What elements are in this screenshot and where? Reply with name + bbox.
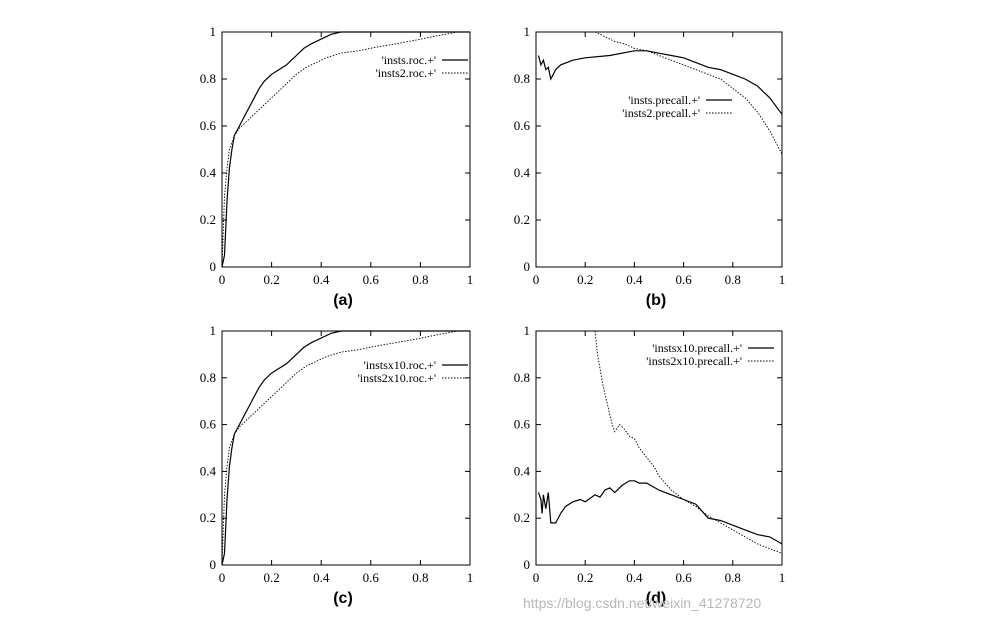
y-tick-label: 0.6 [514,417,531,432]
x-tick-label: 0.2 [263,570,279,585]
y-tick-label: 0.8 [514,71,530,86]
panel-c: 0 0.2 0.4 0.6 0.8 1 0 0.2 0.4 0.6 0.8 1 'instsx10.ro… [200,323,474,607]
y-tick-label: 0.2 [514,212,530,227]
legend-label-2: 'insts2.precall.+' [622,106,700,120]
x-tick-label: 0.2 [263,272,279,287]
series-line-2 [594,330,783,554]
panel-d: 0 0.2 0.4 0.6 0.8 1 0 0.2 0.4 0.6 0.8 1 'instsx10.pr… [514,323,786,607]
series-line-2 [594,31,783,155]
legend-label-2: 'insts2x10.roc.+' [358,371,436,385]
x-tick-label: 0.8 [725,272,741,287]
series-line-2 [221,330,470,566]
y-tick-label: 0 [524,557,531,572]
panel-caption: (a) [333,292,353,309]
x-tick-label: 0.8 [725,570,741,585]
x-tick-label: 0.4 [626,272,643,287]
legend-label-2: 'insts2x10.precall.+' [646,354,742,368]
y-tick-label: 0 [524,259,531,274]
x-tick-label: 0.8 [412,570,428,585]
panel-caption: (c) [333,590,353,607]
x-tick-label: 0.4 [313,272,330,287]
x-tick-label: 0.6 [363,272,380,287]
y-tick-label: 0.4 [514,463,531,478]
y-tick-label: 0.2 [514,510,530,525]
panel-b: 0 0.2 0.4 0.6 0.8 1 0 0.2 0.4 0.6 0.8 1 'insts.preca… [514,24,786,309]
plot-frame [535,330,783,566]
panel-a: 0 0.2 0.4 0.6 0.8 1 0 0.2 0.4 0.6 0.8 1 'insts.roc.+… [200,24,474,309]
legend-label-1: 'instsx10.roc.+' [364,358,436,372]
x-tick-label: 0 [533,570,540,585]
legend-label-1: 'instsx10.precall.+' [652,341,742,355]
y-tick-label: 0 [210,557,217,572]
x-tick-label: 1 [467,570,474,585]
x-tick-label: 0.8 [412,272,428,287]
x-tick-label: 1 [779,272,786,287]
y-tick-label: 0 [210,259,217,274]
x-tick-label: 0.2 [577,272,593,287]
y-tick-label: 0.4 [200,165,217,180]
y-tick-label: 0.4 [200,463,217,478]
x-tick-label: 0.4 [626,570,643,585]
y-tick-label: 0.8 [200,370,216,385]
panel-caption: (b) [646,292,666,309]
x-tick-label: 0.2 [577,570,593,585]
y-tick-label: 0.6 [514,118,531,133]
y-tick-label: 0.6 [200,417,217,432]
y-tick-label: 1 [524,24,531,39]
x-tick-label: 0.6 [675,570,692,585]
x-tick-label: 1 [779,570,786,585]
y-tick-label: 0.2 [200,212,216,227]
y-tick-label: 0.4 [514,165,531,180]
x-tick-label: 0.4 [313,570,330,585]
x-tick-label: 0.6 [363,570,380,585]
legend-label-1: 'insts.roc.+' [382,53,436,67]
legend-label-2: 'insts2.roc.+' [376,66,436,80]
x-tick-label: 0 [219,570,226,585]
y-tick-label: 0.8 [514,370,530,385]
x-tick-label: 0 [219,272,226,287]
series-line-1 [221,31,470,268]
x-tick-label: 1 [467,272,474,287]
y-tick-label: 0.6 [200,118,217,133]
plot-frame [535,31,783,268]
series-line-1 [221,330,470,566]
legend-label-1: 'insts.precall.+' [628,93,700,107]
y-tick-label: 1 [210,24,217,39]
x-tick-label: 0.6 [675,272,692,287]
y-tick-label: 0.2 [200,510,216,525]
panel-caption: (d) [646,590,666,607]
series-line-1 [537,480,783,545]
y-tick-label: 0.8 [200,71,216,86]
y-tick-label: 1 [524,323,531,338]
x-tick-label: 0 [533,272,540,287]
watermark-text: https://blog.csdn.net/weixin_41278720 [523,595,761,611]
y-tick-label: 1 [210,323,217,338]
series-line-1 [537,50,783,115]
